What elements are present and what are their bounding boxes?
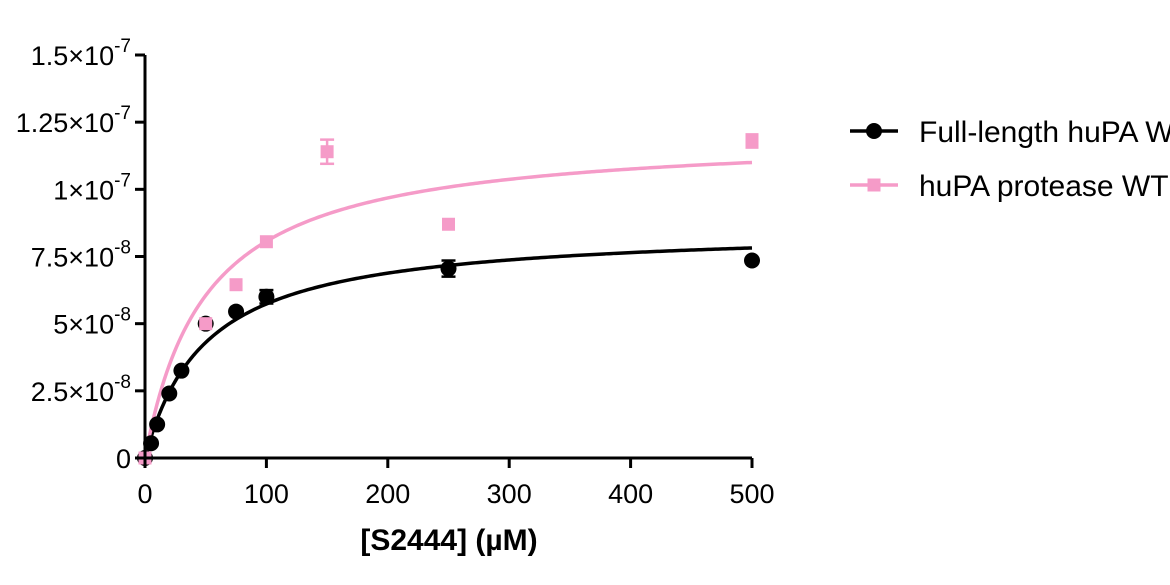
data-point-circle xyxy=(744,252,760,269)
y-tick-label: 5×10-8 xyxy=(53,305,131,340)
y-tick-label: 7.5×10-8 xyxy=(31,238,131,273)
legend: Full-length huPA WT huPA protease WT xyxy=(850,116,1170,203)
data-point-circle xyxy=(149,416,166,433)
legend-marker-circle xyxy=(866,123,882,139)
fit-curve xyxy=(143,160,753,459)
y-tick-label: 1.25×10-7 xyxy=(16,103,131,138)
x-tick-label: 500 xyxy=(729,479,774,509)
legend-marker-square xyxy=(867,178,881,192)
data-point-square xyxy=(320,145,334,159)
data-point-square xyxy=(442,217,455,231)
y-tick-label: 2.5×10-8 xyxy=(31,372,131,407)
data-point-circle xyxy=(440,260,457,277)
data-point-circle xyxy=(228,303,245,320)
data-point-square xyxy=(745,135,759,149)
data-points xyxy=(137,133,760,466)
data-point-square xyxy=(199,317,213,331)
axes xyxy=(143,55,752,460)
data-point-circle xyxy=(173,362,190,379)
data-point-square xyxy=(229,278,243,292)
x-tick-label: 200 xyxy=(365,479,410,509)
legend-label: huPA protease WT xyxy=(919,170,1169,203)
y-tick-label: 0 xyxy=(116,444,131,474)
x-axis-label: [S2444] (µM) xyxy=(360,524,537,557)
y-ticks: 0 2.5×10-8 5×10-8 7.5×10-8 1×10-7 1.25×10-7 1.… xyxy=(16,36,145,474)
data-point-circle xyxy=(161,385,178,402)
x-tick-label: 0 xyxy=(137,479,152,509)
y-tick-label: 1×10-7 xyxy=(53,170,131,205)
x-ticks: 0 100 200 300 400 500 xyxy=(137,458,775,509)
x-tick-label: 400 xyxy=(608,479,653,509)
x-tick-label: 300 xyxy=(487,479,532,509)
x-tick-label: 100 xyxy=(244,479,289,509)
data-point-square xyxy=(259,235,273,249)
legend-label: Full-length huPA WT xyxy=(919,116,1170,149)
data-point-circle xyxy=(143,435,160,452)
data-point-circle xyxy=(258,288,275,305)
y-tick-label: 1.5×10-7 xyxy=(31,36,131,71)
